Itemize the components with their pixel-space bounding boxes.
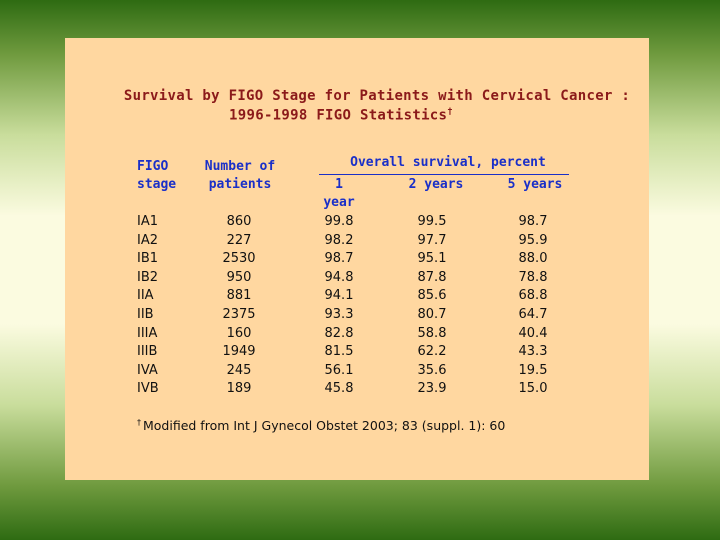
- footnote-dagger: †: [137, 418, 141, 427]
- header-5-years: 5 years: [507, 177, 563, 192]
- survival-1yr-cell: 98.2: [324, 232, 354, 248]
- patients-cell: 189: [226, 381, 252, 397]
- survival-2yr-cell: 99.5: [417, 214, 447, 229]
- header-stage-line1: FIGO: [137, 159, 169, 174]
- survival-1yr-cell: 98.7: [324, 251, 354, 267]
- patients-cell: 1949: [222, 344, 256, 360]
- patients-cell: 2530: [222, 251, 256, 267]
- stage-cell: IA1: [137, 214, 158, 229]
- patients-cell: 881: [226, 288, 252, 304]
- survival-5yr-cell: 64.7: [518, 306, 548, 322]
- survival-1yr-cell: 94.1: [324, 288, 354, 304]
- table-row: IIIA 160 82.8 58.8 40.4: [65, 325, 649, 344]
- patients-cell: 860: [226, 214, 252, 229]
- patients-cell: 2375: [222, 306, 256, 322]
- table-row: IIIB 1949 81.5 62.2 43.3: [65, 343, 649, 362]
- survival-2yr-cell: 35.6: [417, 362, 447, 378]
- header-stage-line2: stage: [137, 177, 177, 192]
- stage-cell: IA2: [137, 232, 158, 248]
- survival-1yr-cell: 99.8: [324, 214, 354, 229]
- header-patients-line2: patients: [208, 177, 272, 192]
- survival-1yr-cell: 94.8: [324, 269, 354, 285]
- patients-cell: 245: [226, 362, 252, 378]
- table-row: IVA 245 56.1 35.6 19.5: [65, 362, 649, 381]
- slide-title-line1: Survival by FIGO Stage for Patients with…: [85, 88, 669, 104]
- table-row: IIA 881 94.1 85.6 68.8: [65, 287, 649, 306]
- survival-2yr-cell: 87.8: [417, 269, 447, 285]
- survival-2yr-cell: 23.9: [417, 381, 447, 397]
- stage-cell: IIA: [137, 288, 154, 304]
- footnote: † Modified from Int J Gynecol Obstet 2003…: [137, 418, 505, 433]
- stage-cell: IB1: [137, 251, 159, 267]
- stage-cell: IIIB: [137, 344, 158, 360]
- table-row: IB1 2530 98.7 95.1 88.0: [65, 250, 649, 269]
- survival-5yr-cell: 78.8: [518, 269, 548, 285]
- survival-2yr-cell: 58.8: [417, 325, 447, 341]
- title-text-2: 1996-1998 FIGO Statistics: [229, 107, 448, 124]
- survival-5yr-cell: 43.3: [518, 344, 548, 360]
- patients-cell: 950: [226, 269, 252, 285]
- table-row: IIB 2375 93.3 80.7 64.7: [65, 306, 649, 325]
- header-number-of-patients: Number of patients: [201, 158, 279, 194]
- survival-5yr-cell: 40.4: [518, 325, 548, 341]
- stage-cell: IB2: [137, 269, 159, 285]
- table-row: IB2 950 94.8 87.8 78.8: [65, 269, 649, 288]
- survival-2yr-cell: 97.7: [417, 232, 447, 248]
- header-figo-stage: FIGO stage: [137, 158, 176, 194]
- table-row: IVB 189 45.8 23.9 15.0: [65, 380, 649, 399]
- header-divider: [319, 174, 569, 175]
- survival-1yr-cell: 45.8: [324, 381, 354, 397]
- patients-cell: 227: [226, 232, 252, 248]
- table-row: IA2 227 98.2 97.7 95.9: [65, 232, 649, 251]
- header-patients-line1: Number of: [204, 159, 276, 174]
- stage-cell: IIB: [137, 306, 154, 322]
- survival-1yr-cell: 93.3: [324, 306, 354, 322]
- table-row: IA1 860 99.8 99.5 98.7: [65, 213, 649, 232]
- survival-5yr-cell: 95.9: [518, 232, 548, 248]
- title-text-1: Survival by FIGO Stage for Patients with…: [123, 88, 631, 104]
- survival-1yr-cell: 82.8: [324, 325, 354, 341]
- patients-cell: 160: [226, 325, 252, 341]
- survival-5yr-cell: 15.0: [518, 381, 548, 397]
- stage-cell: IVA: [137, 362, 158, 378]
- survival-5yr-cell: 19.5: [518, 362, 548, 378]
- survival-2yr-cell: 85.6: [417, 288, 447, 304]
- survival-2yr-cell: 62.2: [417, 344, 447, 360]
- survival-1yr-cell: 81.5: [324, 344, 354, 360]
- survival-5yr-cell: 98.7: [518, 214, 548, 229]
- footnote-text: Modified from Int J Gynecol Obstet 2003;…: [143, 418, 506, 434]
- header-overall-survival: Overall survival, percent: [350, 155, 546, 170]
- survival-5yr-cell: 68.8: [518, 288, 548, 304]
- title-dagger: †: [447, 107, 453, 117]
- stage-cell: IIIA: [137, 325, 158, 341]
- stage-cell: IVB: [137, 381, 159, 397]
- slide-title-line2: 1996-1998 FIGO Statistics†: [49, 107, 633, 124]
- header-1-year: 1 year: [323, 177, 355, 210]
- survival-table-body: IA1 860 99.8 99.5 98.7 IA2 227 98.2 97.7 95.9 IB1 2…: [65, 213, 649, 399]
- slide-card: Survival by FIGO Stage for Patients with…: [65, 38, 649, 480]
- survival-2yr-cell: 80.7: [417, 306, 447, 322]
- survival-5yr-cell: 88.0: [518, 251, 548, 267]
- survival-2yr-cell: 95.1: [417, 251, 447, 267]
- header-2-years: 2 years: [408, 177, 464, 192]
- survival-1yr-cell: 56.1: [324, 362, 354, 378]
